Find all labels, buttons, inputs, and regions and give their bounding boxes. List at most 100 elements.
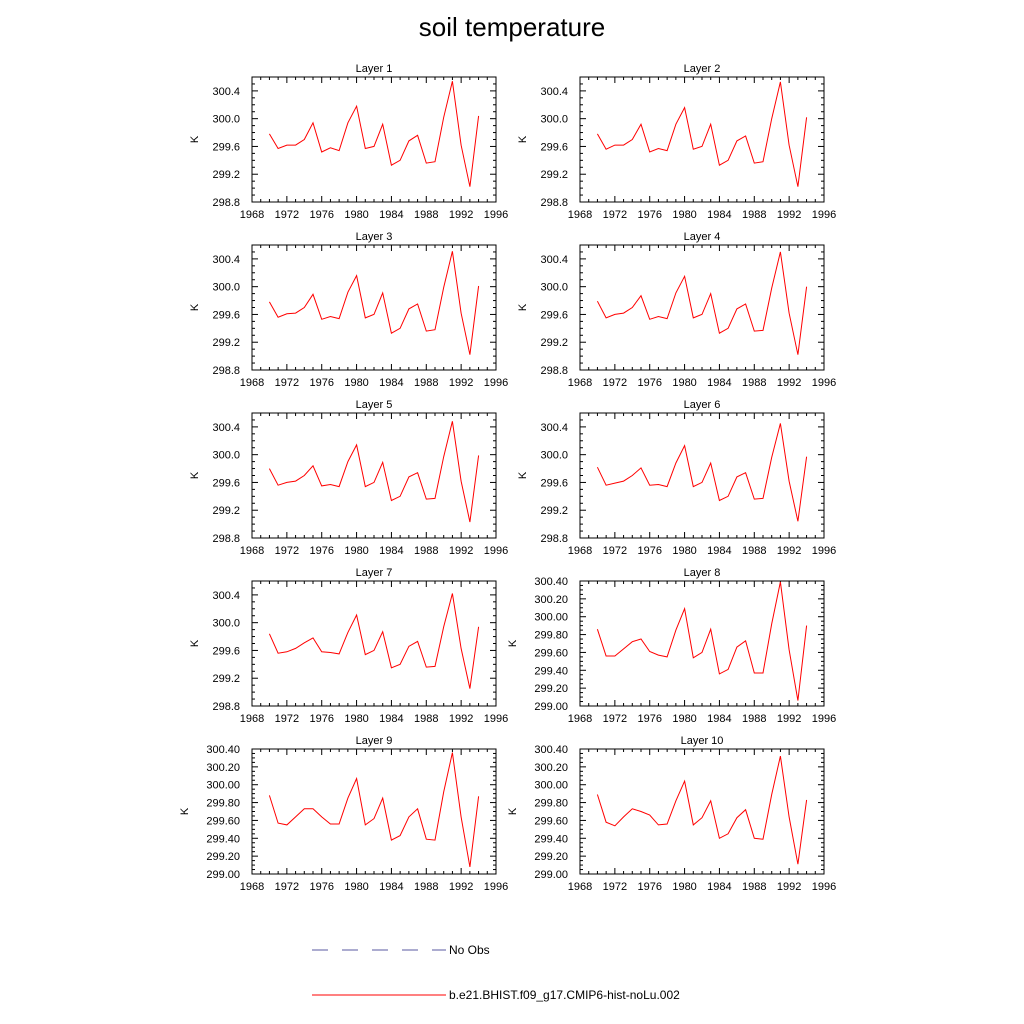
- x-tick-label: 1980: [344, 209, 368, 221]
- y-axis-label: K: [189, 303, 201, 311]
- y-tick-label: 299.40: [534, 665, 568, 677]
- y-tick-label: 299.6: [540, 141, 568, 153]
- x-tick-label: 1984: [707, 545, 731, 557]
- x-tick-label: 1976: [637, 713, 661, 725]
- plot-frame: [579, 76, 825, 203]
- x-tick-label: 1980: [672, 209, 696, 221]
- x-tick-label: 1992: [777, 545, 801, 557]
- y-tick-label: 299.2: [212, 505, 240, 517]
- x-tick-label: 1976: [309, 713, 333, 725]
- panel-title: Layer 1: [356, 63, 393, 75]
- y-tick-label: 300.00: [206, 780, 240, 792]
- y-tick-label: 300.4: [212, 590, 240, 602]
- x-tick-label: 1988: [742, 713, 766, 725]
- plot-frame: [579, 244, 825, 371]
- y-tick-label: 300.40: [534, 744, 568, 756]
- panel-title: Layer 3: [356, 231, 393, 243]
- y-tick-label: 299.60: [534, 815, 568, 827]
- series-line: [596, 81, 808, 187]
- y-tick-label: 300.00: [534, 780, 568, 792]
- x-tick-label: 1988: [414, 209, 438, 221]
- panel-title: Layer 5: [356, 399, 393, 411]
- x-tick-label: 1976: [637, 209, 661, 221]
- y-tick-label: 300.4: [540, 254, 568, 266]
- y-tick-label: 299.2: [540, 505, 568, 517]
- x-tick-label: 1976: [637, 881, 661, 893]
- plot-frame: [251, 76, 497, 203]
- chart-panel: Layer 6 1968 1972 1976 1980 1984 1988 1992 1996 2…: [517, 399, 836, 557]
- x-tick-label: 1996: [484, 545, 508, 557]
- x-tick-label: 1980: [344, 377, 368, 389]
- y-tick-label: 299.6: [212, 141, 240, 153]
- y-tick-label: 299.2: [212, 337, 240, 349]
- x-tick-label: 1992: [449, 545, 473, 557]
- panel-title: Layer 10: [681, 735, 724, 747]
- plot-frame: [251, 244, 497, 371]
- y-tick-label: 299.20: [534, 683, 568, 695]
- x-tick-label: 1980: [344, 545, 368, 557]
- x-tick-label: 1972: [275, 545, 299, 557]
- x-tick-label: 1984: [379, 545, 403, 557]
- y-tick-label: 298.8: [212, 365, 240, 377]
- x-tick-label: 1980: [672, 545, 696, 557]
- x-tick-label: 1988: [414, 713, 438, 725]
- x-tick-label: 1972: [603, 545, 627, 557]
- y-tick-label: 298.8: [540, 365, 568, 377]
- y-tick-label: 300.0: [212, 114, 240, 126]
- y-axis-label: K: [517, 303, 529, 311]
- x-tick-label: 1988: [742, 377, 766, 389]
- y-tick-label: 299.6: [212, 309, 240, 321]
- y-tick-label: 299.00: [534, 701, 568, 713]
- legend-label-model: b.e21.BHIST.f09_g17.CMIP6-hist-noLu.002: [449, 988, 680, 1002]
- x-tick-label: 1992: [449, 881, 473, 893]
- y-tick-label: 300.4: [540, 86, 568, 98]
- x-tick-label: 1980: [344, 881, 368, 893]
- x-tick-label: 1968: [240, 713, 264, 725]
- series-line: [268, 593, 480, 689]
- y-tick-label: 299.6: [540, 477, 568, 489]
- y-axis-label: K: [189, 135, 201, 143]
- x-tick-label: 1968: [568, 209, 592, 221]
- x-tick-label: 1976: [309, 377, 333, 389]
- y-tick-label: 299.80: [534, 630, 568, 642]
- chart-panel: Layer 8 1968 1972 1976 1980 1984 1988 1992 1996 2…: [507, 567, 836, 725]
- series-line: [268, 81, 480, 187]
- legend-label-no-obs: No Obs: [449, 943, 490, 957]
- y-tick-label: 299.80: [534, 798, 568, 810]
- x-tick-label: 1972: [603, 377, 627, 389]
- plot-frame: [251, 748, 497, 875]
- y-tick-label: 299.6: [212, 645, 240, 657]
- chart-panel: Layer 7 1968 1972 1976 1980 1984 1988 1992 1996 2…: [189, 567, 508, 725]
- x-tick-label: 1968: [568, 881, 592, 893]
- x-tick-label: 1984: [379, 713, 403, 725]
- x-tick-label: 1992: [777, 209, 801, 221]
- x-tick-label: 1972: [603, 881, 627, 893]
- x-tick-label: 1984: [707, 713, 731, 725]
- y-tick-label: 299.40: [534, 833, 568, 845]
- chart-panel: Layer 5 1968 1972 1976 1980 1984 1988 1992 1996 2…: [189, 399, 508, 557]
- y-tick-label: 299.60: [534, 647, 568, 659]
- y-axis-label: K: [189, 471, 201, 479]
- plot-frame: [251, 412, 497, 539]
- x-tick-label: 1972: [275, 209, 299, 221]
- y-tick-label: 300.0: [540, 114, 568, 126]
- x-tick-label: 1980: [672, 881, 696, 893]
- y-axis-label: K: [189, 639, 201, 647]
- plot-frame: [251, 580, 497, 707]
- x-tick-label: 1976: [637, 377, 661, 389]
- x-tick-label: 1988: [742, 209, 766, 221]
- x-tick-label: 1968: [568, 545, 592, 557]
- panel-title: Layer 8: [684, 567, 721, 579]
- x-tick-label: 1984: [707, 881, 731, 893]
- x-tick-label: 1972: [603, 209, 627, 221]
- x-tick-label: 1996: [484, 377, 508, 389]
- x-tick-label: 1984: [379, 209, 403, 221]
- x-tick-label: 1996: [812, 881, 836, 893]
- x-tick-label: 1988: [414, 545, 438, 557]
- y-tick-label: 299.80: [206, 798, 240, 810]
- panel-title: Layer 4: [684, 231, 721, 243]
- x-tick-label: 1976: [309, 209, 333, 221]
- y-tick-label: 299.2: [540, 169, 568, 181]
- x-tick-label: 1988: [742, 881, 766, 893]
